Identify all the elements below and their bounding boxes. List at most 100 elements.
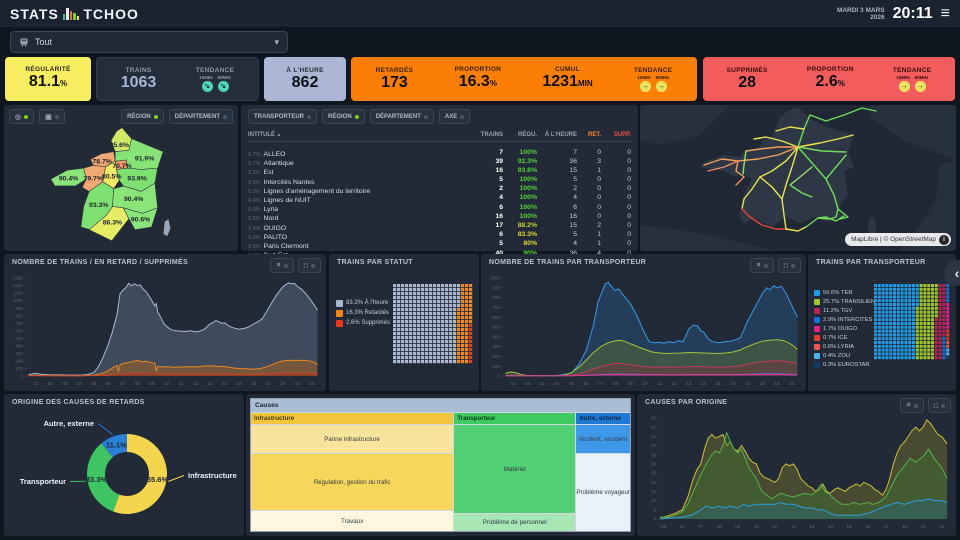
treemap-children: Matériel Problème de personnel bbox=[454, 425, 576, 531]
collapse-sidebar-button[interactable]: ‹ bbox=[944, 260, 960, 286]
row-share: 0.5% bbox=[248, 243, 261, 250]
region-value-label: 93.3% bbox=[89, 202, 108, 209]
row-trains: 6 bbox=[499, 203, 503, 211]
kpi-proportion: 2.6% bbox=[815, 73, 845, 90]
panel-button-resize[interactable]: × bbox=[270, 258, 294, 273]
donut-ext-label: Autre, externe bbox=[44, 419, 94, 428]
map-toggle-stations[interactable]: ▣ bbox=[39, 109, 65, 124]
map-chip-region[interactable]: RÉGION bbox=[121, 109, 164, 124]
row-ontime: 15 bbox=[569, 166, 577, 174]
region-value-label: 90.6% bbox=[131, 217, 150, 224]
legend-label: 25.7% TRANSILIEN bbox=[823, 298, 876, 305]
panel-button-resize[interactable]: × bbox=[750, 258, 774, 273]
treemap-group-header[interactable]: Autre, externe bbox=[576, 413, 630, 424]
svg-text:08: 08 bbox=[135, 381, 141, 386]
svg-text:18: 18 bbox=[280, 381, 286, 386]
svg-text:19: 19 bbox=[774, 381, 780, 386]
rail-network-map[interactable] bbox=[640, 105, 956, 251]
row-late: 0 bbox=[597, 185, 601, 193]
attribution-info-icon[interactable]: i bbox=[939, 234, 949, 245]
svg-text:1100: 1100 bbox=[13, 291, 23, 296]
treemap-cell-0-2[interactable]: Travaux bbox=[251, 511, 454, 531]
panel-table: TRANSPORTEUR RÉGION DÉPARTEMENT AXE INTITUL… bbox=[241, 105, 638, 259]
row-name: Nord bbox=[263, 215, 279, 223]
menu-icon[interactable]: ≡ bbox=[940, 4, 950, 22]
panel-rail-map[interactable]: MapLibre | © OpenStreetMap i bbox=[640, 105, 956, 251]
scope-dropdown[interactable]: Tout ▾ bbox=[10, 31, 288, 53]
row-regu: 83.3% bbox=[517, 231, 537, 239]
treemap-cell-1-1[interactable]: Problème de personnel bbox=[454, 514, 576, 531]
status-dot bbox=[54, 114, 59, 119]
row-share: 0.2% bbox=[248, 188, 261, 195]
treemap-group-header[interactable]: Infrastructure bbox=[251, 413, 454, 424]
svg-text:07: 07 bbox=[698, 524, 704, 529]
kpi-regularite: RÉGULARITÉ 81.1% bbox=[5, 57, 91, 101]
svg-text:09: 09 bbox=[735, 524, 741, 529]
grid-icon: ∷ bbox=[783, 262, 788, 270]
svg-text:11: 11 bbox=[657, 381, 662, 386]
svg-text:600: 600 bbox=[492, 315, 500, 320]
svg-text:800: 800 bbox=[492, 295, 500, 300]
region-value-label: 90.4% bbox=[59, 175, 78, 182]
row-late: 0 bbox=[597, 212, 601, 220]
treemap-group-header[interactable]: Transporteur bbox=[454, 413, 576, 424]
rail-line bbox=[753, 136, 799, 148]
treemap-cell-1-0[interactable]: Matériel bbox=[454, 425, 576, 514]
rail-line bbox=[825, 215, 845, 222]
row-intitule: 0.5% Paris Clermont bbox=[248, 235, 473, 253]
panel-button-grid[interactable]: ∷ bbox=[927, 398, 951, 413]
treemap-cell-2-1[interactable]: Problème voyageur bbox=[576, 454, 630, 531]
table-chip-transporteur[interactable]: TRANSPORTEUR bbox=[248, 109, 318, 124]
row-ontime: 2 bbox=[573, 185, 577, 193]
svg-text:17: 17 bbox=[266, 381, 272, 386]
region-corse[interactable] bbox=[162, 218, 171, 238]
panel-button-resize[interactable]: × bbox=[900, 398, 924, 413]
kpi-trains: TRAINS 1063 TENDANCE 15MIN 60MIN ↘ ↘ bbox=[96, 57, 259, 101]
panel-button-grid[interactable]: ∷ bbox=[297, 258, 321, 273]
treemap-cell-0-0[interactable]: Panne infrastructure bbox=[251, 425, 454, 454]
svg-text:20: 20 bbox=[651, 480, 657, 485]
row-intitule: 1.5% Nord bbox=[248, 207, 473, 225]
legend-label: 0.3% EUROSTAR bbox=[823, 361, 870, 368]
svg-text:400: 400 bbox=[492, 334, 500, 339]
col-intitule-sort[interactable]: INTITULÉ ▲ bbox=[248, 132, 282, 138]
table-chip-region[interactable]: RÉGION bbox=[322, 109, 365, 124]
treemap-cell-0-1[interactable]: Régulation, gestion du trafic bbox=[251, 454, 454, 511]
row-regu: 100% bbox=[519, 176, 537, 184]
svg-text:02: 02 bbox=[48, 381, 54, 386]
row-ontime: 4 bbox=[573, 194, 577, 202]
map-chip-departement[interactable]: DÉPARTEMENT bbox=[168, 109, 233, 124]
panel-chart-trains: NOMBRE DE TRAINS / EN RETARD / SUPPRIMÉS… bbox=[4, 254, 326, 391]
status-dot bbox=[763, 263, 768, 268]
svg-text:15: 15 bbox=[651, 489, 657, 494]
row-ontime: 5 bbox=[573, 176, 577, 184]
kpi-label: RÉGULARITÉ bbox=[25, 66, 71, 73]
rail-line bbox=[707, 160, 739, 172]
row-late: 1 bbox=[597, 166, 601, 174]
svg-text:400: 400 bbox=[15, 343, 23, 348]
svg-text:07: 07 bbox=[120, 381, 126, 386]
row-late: 4 bbox=[577, 250, 601, 257]
kpi-proportion: 16.3% bbox=[458, 73, 497, 90]
panel-treemap-causes: Causes Infrastructure Panne infrastructure… bbox=[246, 394, 635, 536]
table-chip-axe[interactable]: AXE bbox=[438, 109, 471, 124]
svg-text:13: 13 bbox=[809, 524, 815, 529]
row-name: Intercités Nantes bbox=[263, 178, 315, 186]
kpi-label: À L'HEURE bbox=[286, 67, 324, 74]
panel-title: TRAINS PAR TRANSPORTEUR bbox=[816, 259, 926, 266]
region-paca[interactable] bbox=[122, 207, 159, 231]
rail-line bbox=[742, 150, 747, 175]
svg-text:10: 10 bbox=[642, 381, 648, 386]
panel-button-grid[interactable]: ∷ bbox=[777, 258, 801, 273]
chip-label: AXE bbox=[444, 113, 458, 120]
svg-text:50: 50 bbox=[651, 425, 657, 430]
map-toggle-values[interactable]: ◎ bbox=[9, 109, 35, 124]
kpi-value: 28 bbox=[738, 74, 757, 91]
france-choropleth-map[interactable]: 85.6% 78.7%70.7% 91.9% 90.4% 79.7% 80.5% 93.9%… bbox=[48, 127, 185, 249]
status-dot bbox=[24, 114, 29, 119]
svg-text:0: 0 bbox=[653, 517, 656, 522]
scope-dropdown-value: Tout bbox=[35, 37, 53, 47]
treemap-cell-2-0[interactable]: Incident, accident bbox=[576, 425, 630, 454]
table-chip-departement[interactable]: DÉPARTEMENT bbox=[369, 109, 434, 124]
donut-chart: 55.6% Infrastructure 33.3% Transporteur 11.1… bbox=[20, 419, 237, 514]
